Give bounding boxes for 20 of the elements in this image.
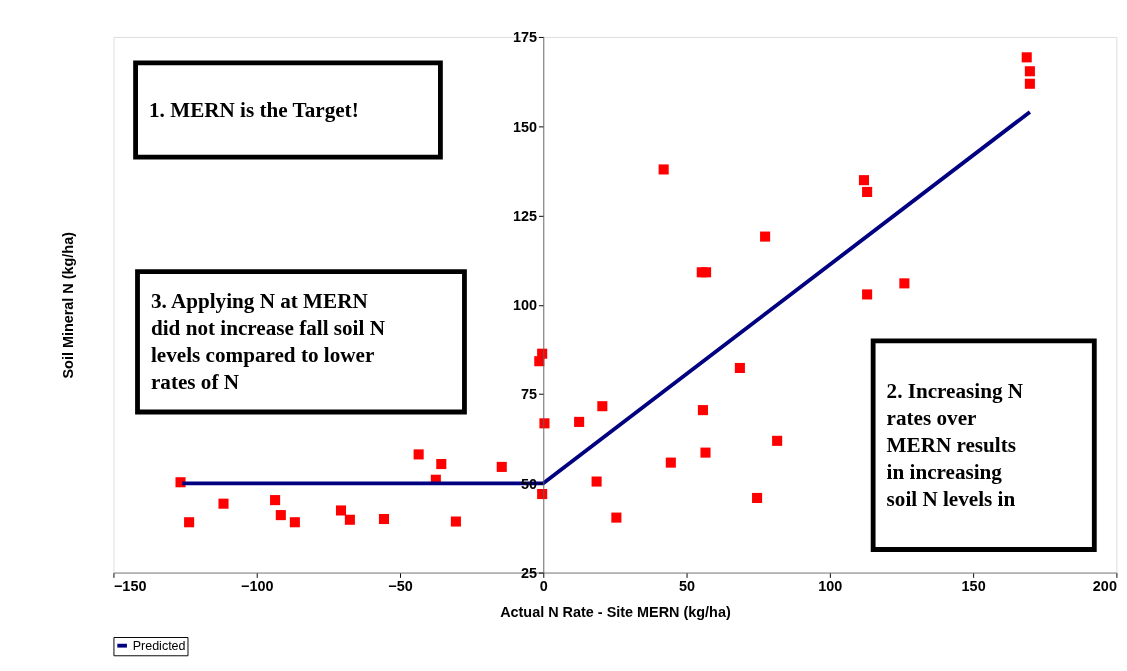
y-tick-label: 175 [513, 29, 538, 46]
x-tick-label: −100 [241, 578, 274, 595]
y-tick-label: 25 [521, 564, 538, 581]
x-axis-title: Actual N Rate - Site MERN (kg/ha) [500, 604, 731, 621]
y-tick-label: 125 [513, 207, 538, 224]
y-tick-label: 75 [521, 386, 538, 403]
y-axis-title: Soil Mineral N (kg/ha) [59, 231, 76, 379]
y-tick-label: 100 [513, 297, 538, 314]
x-tick-label: −150 [113, 578, 147, 595]
x-tick-label: −50 [388, 578, 413, 595]
annotation: 3. Applying N at MERN did not increase fall soil N levels compared to lower rates of N [150, 289, 385, 394]
legend-label: Predicted [132, 638, 186, 653]
x-tick-label: 200 [1092, 578, 1117, 595]
x-tick-label: 100 [818, 578, 843, 595]
annotation: 1. MERN is the Target! [149, 97, 359, 122]
y-tick-label: 150 [513, 118, 538, 135]
annotation: 2. Increasing N rates over MERN results in increasing soil N levels in [886, 379, 1024, 511]
x-tick-label: 50 [679, 578, 696, 595]
x-tick-label: 0 [539, 578, 548, 595]
x-tick-label: 150 [961, 578, 986, 595]
